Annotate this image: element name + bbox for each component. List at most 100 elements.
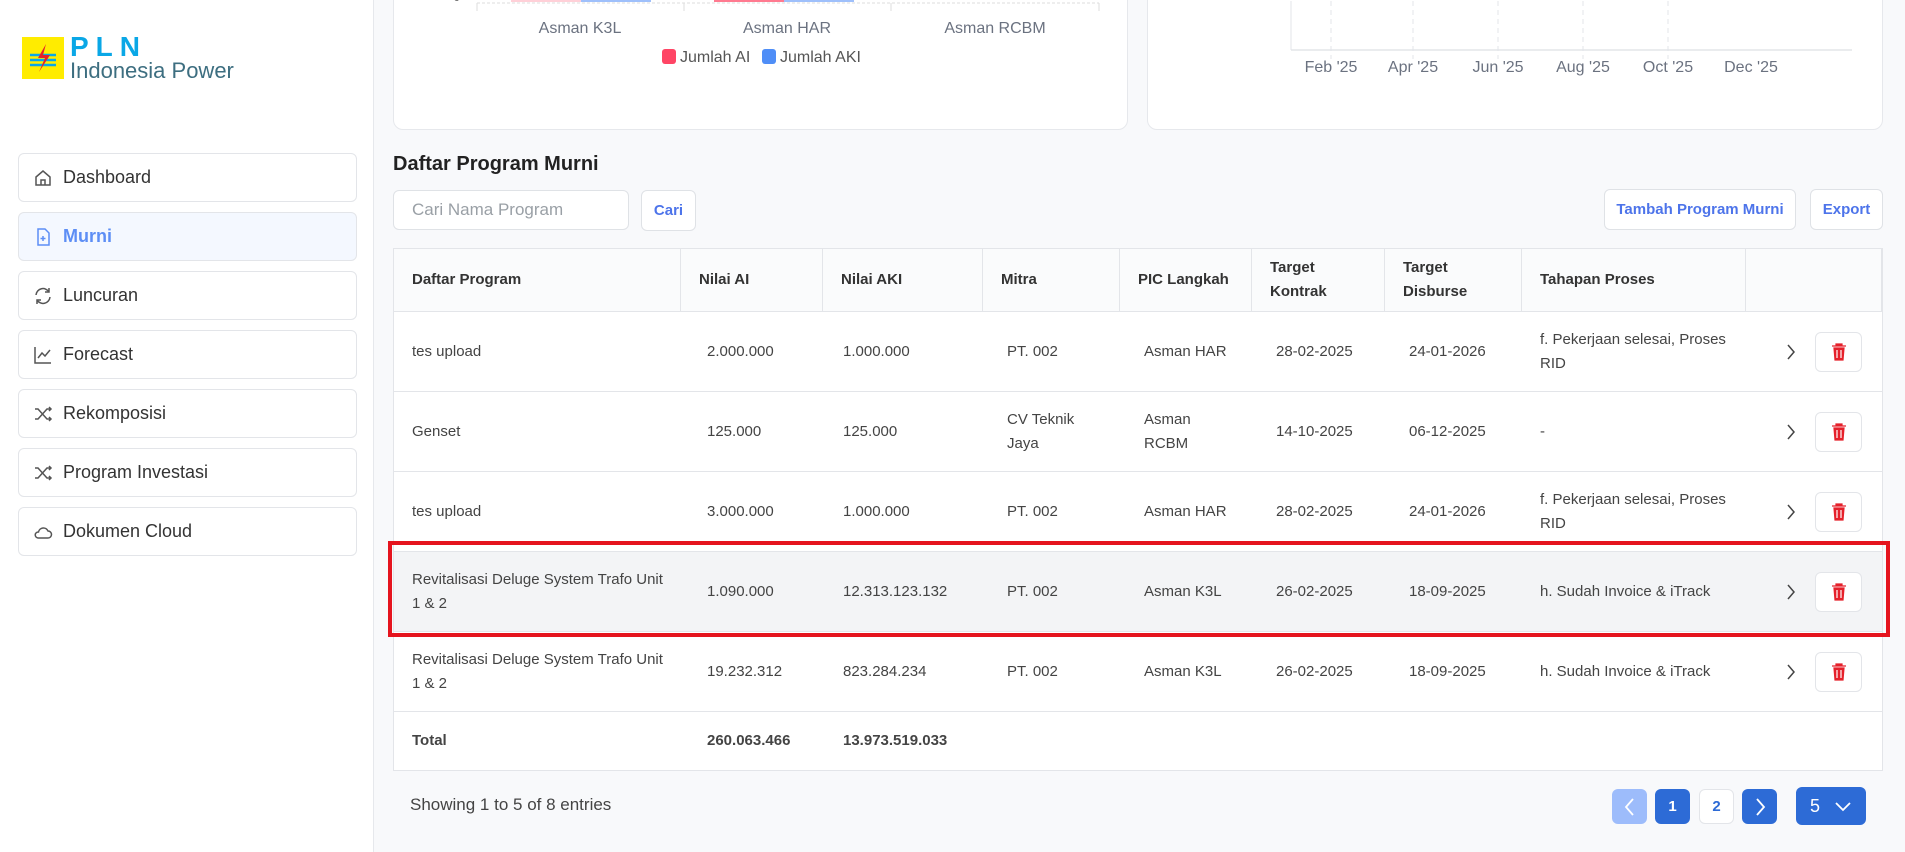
row-actions (1746, 312, 1882, 391)
row-actions (1746, 472, 1882, 551)
col-header[interactable]: Nilai AI (681, 249, 823, 311)
shuffle-icon (35, 464, 53, 481)
table-header: Daftar Program Nilai AI Nilai AKI Mitra … (394, 249, 1882, 312)
cell-tahapan-proses: - (1540, 422, 1545, 440)
delete-button[interactable] (1815, 571, 1862, 612)
cell-nilai-aki: 12.313.123.132 (843, 582, 948, 600)
cell-pic-langkah: Asman HAR (1144, 502, 1227, 520)
chevron-left-icon (1624, 797, 1634, 816)
chevron-right-icon[interactable] (1785, 502, 1797, 522)
x-tick: Oct '25 (1643, 59, 1693, 76)
bar-har-ai (714, 0, 784, 2)
cell-daftar-program: Revitalisasi Deluge System Trafo Unit 1 … (412, 650, 663, 692)
row-actions (1746, 632, 1882, 711)
next-page-button[interactable] (1742, 789, 1777, 824)
col-header[interactable]: PIC Langkah (1120, 249, 1252, 311)
trash-icon (1831, 502, 1846, 521)
x-tick-asman-har: Asman HAR (743, 20, 831, 37)
cell-target-kontrak: 28-02-2025 (1276, 342, 1353, 360)
delete-button[interactable] (1815, 491, 1862, 532)
chevron-right-icon (1755, 797, 1765, 816)
cell-tahapan-proses: f. Pekerjaan selesai, Proses RID (1540, 330, 1726, 372)
cell-nilai-aki: 1.000.000 (843, 342, 910, 360)
cell-mitra: PT. 002 (1007, 582, 1058, 600)
total-row: Total 260.063.466 13.973.519.033 (394, 712, 1882, 770)
sidebar-item-forecast[interactable]: Forecast (18, 330, 357, 379)
cell-tahapan-proses: h. Sudah Invoice & iTrack (1540, 662, 1711, 680)
col-header[interactable]: Target Kontrak (1252, 249, 1385, 311)
add-program-button[interactable]: Tambah Program Murni (1604, 189, 1796, 230)
shuffle-icon (35, 405, 53, 422)
y-tick-0: 0 (453, 0, 460, 4)
delete-button[interactable] (1815, 651, 1862, 692)
cell-daftar-program: Revitalisasi Deluge System Trafo Unit 1 … (412, 570, 663, 612)
x-tick: Jun '25 (1472, 59, 1523, 76)
pln-logo: PLN Indonesia Power (22, 33, 234, 82)
row-actions (1746, 392, 1882, 471)
x-tick: Dec '25 (1724, 59, 1778, 76)
sidebar-item-dokumen-cloud[interactable]: Dokumen Cloud (18, 507, 357, 556)
bar-chart-card: 0 Asman K3L Asman HAR Asman RCBM Jumlah … (393, 0, 1128, 130)
chevron-right-icon[interactable] (1785, 662, 1797, 682)
sidebar-item-program-investasi[interactable]: Program Investasi (18, 448, 357, 497)
sidebar-item-rekomposisi[interactable]: Rekomposisi (18, 389, 357, 438)
file-plus-icon (37, 227, 50, 246)
trash-icon (1831, 662, 1846, 681)
cell-pic-langkah: Asman K3L (1144, 662, 1222, 680)
sidebar-item-dashboard[interactable]: Dashboard (18, 153, 357, 202)
col-header[interactable]: Daftar Program (394, 249, 681, 311)
cell-nilai-aki: 125.000 (843, 422, 898, 440)
sidebar-item-murni[interactable]: Murni (18, 212, 357, 261)
chevron-right-icon[interactable] (1785, 422, 1797, 442)
total-label: Total (412, 732, 447, 749)
delete-button[interactable] (1815, 331, 1862, 372)
cell-target-disburse: 24-01-2026 (1409, 342, 1486, 360)
legend-label-ai: Jumlah AI (680, 49, 750, 66)
sidebar: PLN Indonesia Power Dashboard Murni Lunc… (0, 0, 374, 852)
table-row: Revitalisasi Deluge System Trafo Unit 1 … (394, 552, 1882, 632)
col-header[interactable]: Target Disburse (1385, 249, 1522, 311)
trash-icon (1831, 582, 1846, 601)
x-tick: Apr '25 (1388, 59, 1438, 76)
bar-chart: 0 Asman K3L Asman HAR Asman RCBM Jumlah … (453, 0, 1100, 66)
cell-nilai-aki: 1.000.000 (843, 502, 910, 520)
trend-icon (34, 346, 51, 364)
pagination-info: Showing 1 to 5 of 8 entries (410, 795, 612, 814)
chevron-right-icon[interactable] (1785, 342, 1797, 362)
col-header[interactable]: Tahapan Proses (1522, 249, 1746, 311)
table-row: Revitalisasi Deluge System Trafo Unit 1 … (394, 632, 1882, 712)
export-button[interactable]: Export (1810, 189, 1883, 230)
cell-target-disburse: 06-12-2025 (1409, 422, 1486, 440)
cell-tahapan-proses: h. Sudah Invoice & iTrack (1540, 582, 1711, 600)
x-tick: Aug '25 (1556, 59, 1610, 76)
cell-target-kontrak: 28-02-2025 (1276, 502, 1353, 520)
cell-mitra: PT. 002 (1007, 662, 1058, 680)
trash-icon (1831, 422, 1846, 441)
page-1-button[interactable]: 1 (1655, 789, 1690, 824)
trash-icon (1831, 342, 1846, 361)
cell-mitra: PT. 002 (1007, 502, 1058, 520)
sidebar-item-luncuran[interactable]: Luncuran (18, 271, 357, 320)
total-ai: 260.063.466 (707, 732, 791, 749)
cell-pic-langkah: Asman RCBM (1144, 410, 1191, 452)
search-input[interactable] (393, 190, 629, 230)
search-button[interactable]: Cari (641, 190, 696, 231)
row-actions (1746, 552, 1882, 631)
prev-page-button[interactable] (1612, 789, 1647, 824)
x-tick-asman-rcbm: Asman RCBM (944, 20, 1045, 37)
line-chart-card: Feb '25 Apr '25 Jun '25 Aug '25 Oct '25 … (1147, 0, 1883, 130)
cell-daftar-program: Genset (412, 422, 461, 440)
refresh-icon (35, 287, 51, 304)
legend-swatch-ai (662, 49, 676, 64)
cell-nilai-ai: 125.000 (707, 422, 762, 440)
cell-daftar-program: tes upload (412, 502, 482, 520)
col-header[interactable]: Mitra (983, 249, 1120, 311)
page-size-select[interactable]: 5 (1796, 787, 1866, 825)
delete-button[interactable] (1815, 411, 1862, 452)
line-chart: Feb '25 Apr '25 Jun '25 Aug '25 Oct '25 … (1290, 1, 1852, 76)
chevron-right-icon[interactable] (1785, 582, 1797, 602)
sidebar-nav: Dashboard Murni Luncuran Forecast Rekomp… (18, 153, 357, 566)
pln-lightning-icon (22, 37, 64, 79)
page-2-button[interactable]: 2 (1699, 789, 1734, 824)
col-header[interactable]: Nilai AKI (823, 249, 983, 311)
